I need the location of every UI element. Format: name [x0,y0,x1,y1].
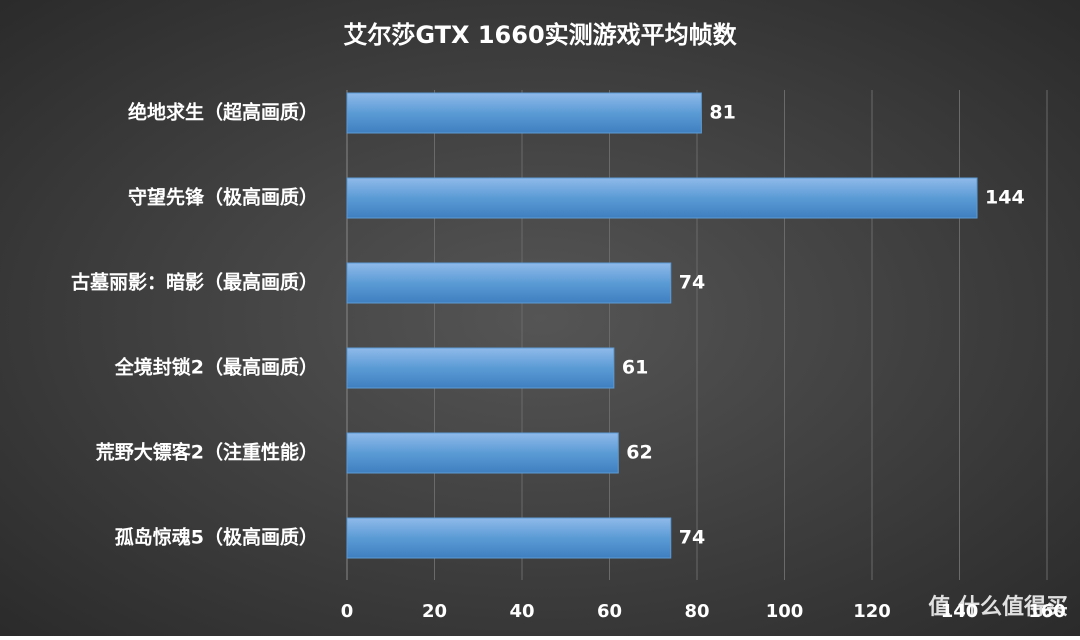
x-tick-label: 60 [597,601,622,622]
data-label: 144 [985,187,1025,209]
y-tick-label: 绝地求生（超高画质） [128,101,318,124]
data-label: 74 [679,272,705,294]
data-label: 61 [622,357,648,379]
chart-title: 艾尔莎GTX 1660实测游戏平均帧数 [343,21,737,49]
x-tick-label: 100 [766,601,804,622]
x-tick-label: 140 [941,601,979,622]
bar [346,262,672,304]
bar [346,517,672,559]
bar [346,177,978,219]
x-tick-label: 80 [684,601,709,622]
bar [346,347,615,389]
y-tick-label: 古墓丽影：暗影（最高画质） [71,271,318,294]
x-tick-label: 120 [853,601,891,622]
y-tick-label: 荒野大镖客2（注重性能） [96,441,318,464]
bar [346,92,702,134]
y-tick-label: 全境封锁2（最高画质） [114,356,318,379]
data-label: 62 [626,442,652,464]
bar [346,432,619,474]
x-tick-label: 160 [1028,601,1066,622]
data-label: 74 [679,527,705,549]
y-tick-label: 守望先锋（极高画质） [128,186,318,209]
data-label: 81 [709,102,735,124]
y-tick-label: 孤岛惊魂5（极高画质） [115,526,318,549]
x-tick-label: 0 [341,601,354,622]
x-tick-label: 20 [422,601,447,622]
watermark: 值 什么值得买 [928,594,1068,620]
x-tick-label: 40 [509,601,534,622]
